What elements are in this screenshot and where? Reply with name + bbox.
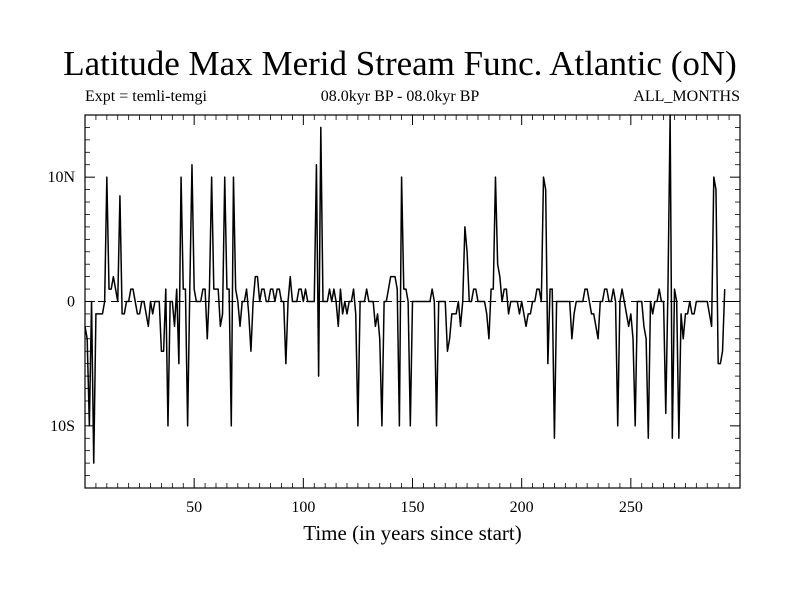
tick-labels: 50 100 150 200 250 10N 0 10S (47, 169, 642, 516)
series-line-0 (84, 114, 726, 464)
x-tick-label: 200 (510, 499, 534, 516)
y-tick-label: 10N (47, 169, 75, 186)
time-range-label: 08.0kyr BP - 08.0kyr BP (320, 88, 480, 105)
series-group (84, 114, 726, 464)
months-label: ALL_MONTHS (633, 88, 740, 105)
y-tick-label: 10S (50, 418, 75, 435)
x-tick-label: 50 (186, 499, 202, 516)
x-tick-label: 250 (619, 499, 643, 516)
x-tick-label: 150 (401, 499, 425, 516)
plot-frame (84, 114, 741, 489)
x-tick-label: 100 (291, 499, 315, 516)
y-tick-label: 0 (67, 294, 75, 311)
experiment-label: Expt = temli-temgi (85, 88, 207, 105)
axis-ticks (85, 115, 740, 488)
chart-title: Latitude Max Merid Stream Func. Atlantic… (63, 44, 737, 83)
x-axis-label: Time (in years since start) (303, 521, 522, 545)
